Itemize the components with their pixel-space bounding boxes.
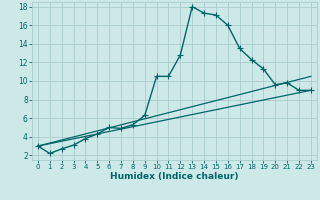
X-axis label: Humidex (Indice chaleur): Humidex (Indice chaleur) [110, 172, 239, 181]
